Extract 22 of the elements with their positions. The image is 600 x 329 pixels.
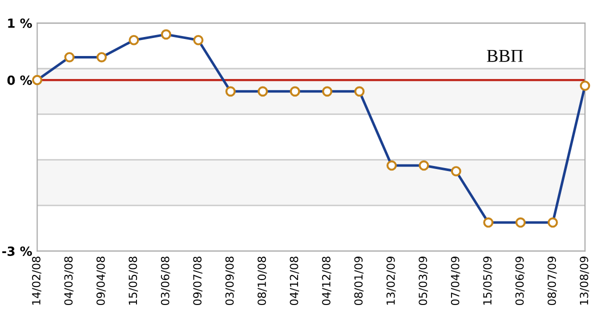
x-tick-label: 03/06/09	[515, 256, 525, 306]
x-tick-label: 09/04/08	[96, 256, 106, 306]
x-tick-label: 04/03/08	[64, 256, 74, 306]
annotation: ВВП	[486, 50, 523, 62]
x-tick-label: 13/02/09	[386, 256, 396, 305]
x-tick-label: 15/05/08	[128, 256, 138, 305]
x-tick-label: 04/12/08	[322, 256, 332, 306]
x-tick-label: 15/05/09	[483, 256, 492, 305]
x-tick-label: 04/12/08	[290, 256, 300, 306]
y-tick-label: -3 %	[2, 246, 32, 256]
x-tick-label: 03/09/08	[225, 256, 235, 306]
x-tick-label: 07/04/09	[450, 256, 460, 306]
x-tick-label: 14/02/08	[32, 256, 42, 305]
x-tick-label: 08/01/09	[354, 256, 364, 306]
y-tick-label: 1 %	[8, 18, 32, 28]
x-tick-label: 05/03/09	[418, 256, 428, 306]
x-tick-label: 13/08/09	[580, 256, 590, 305]
y-tick-label: 0 %	[7, 76, 32, 85]
x-tick-label: 09/07/08	[193, 256, 202, 306]
x-tick-label: 08/10/08	[258, 256, 267, 306]
x-tick-label: 03/06/08	[160, 256, 170, 306]
x-tick-label: 08/07/09	[548, 256, 557, 306]
